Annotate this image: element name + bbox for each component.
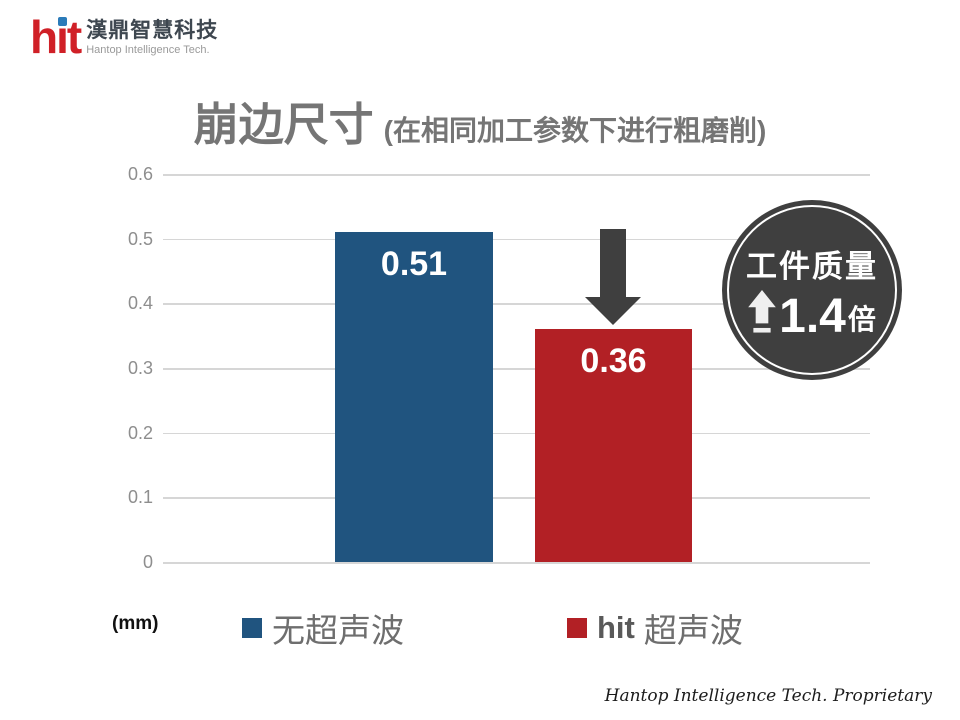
y-tick-label: 0 xyxy=(142,552,153,572)
y-tick-label: 0.4 xyxy=(127,293,153,314)
quality-badge: 工件质量 1.4 倍 xyxy=(722,200,902,380)
legend-item-no-ultrasonic: 无超声波 xyxy=(242,604,404,652)
gridline xyxy=(163,368,870,370)
increase-arrow-icon xyxy=(748,290,776,333)
badge-value: 1.4 xyxy=(779,290,846,343)
y-tick-label: 0.6 xyxy=(127,164,153,184)
decrease-arrow-icon xyxy=(585,229,641,325)
title-main: 崩边尺寸 xyxy=(193,99,374,150)
gridline xyxy=(163,497,870,499)
gridline xyxy=(163,562,870,564)
logo: hit 漢鼎智慧科技 Hantop Intelligence Tech. xyxy=(30,14,218,60)
gridline xyxy=(163,238,870,241)
footer-proprietary-note: Hantop Intelligence Tech. Proprietary xyxy=(604,686,932,706)
logo-brand-text: hit xyxy=(30,11,82,63)
bar-value-label: 0.51 xyxy=(380,245,448,284)
y-tick-label: 0.1 xyxy=(127,487,153,508)
logo-text-block: 漢鼎智慧科技 Hantop Intelligence Tech. xyxy=(86,19,218,56)
badge-title: 工件质量 xyxy=(746,249,878,284)
gridline xyxy=(163,432,870,435)
bar-value-label: 0.36 xyxy=(580,342,647,381)
gridline xyxy=(163,174,870,176)
axis-unit-label: (mm) xyxy=(112,613,159,634)
plot-area: 0.51 0.36 0.6 0.5 0.4 0.3 0.2 0.1 0 xyxy=(128,164,870,572)
y-tick-label: 0.5 xyxy=(127,228,153,249)
gridline xyxy=(163,303,870,305)
logo-company-name-cn: 漢鼎智慧科技 xyxy=(86,19,219,42)
legend-item-hit-ultrasonic: hit 超声波 xyxy=(567,604,743,652)
bar-no-ultrasonic: 0.51 xyxy=(335,232,493,562)
logo-hit-wordmark: hit xyxy=(30,11,82,63)
badge-value-suffix: 倍 xyxy=(847,304,876,335)
logo-company-name-en: Hantop Intelligence Tech. xyxy=(86,44,210,57)
legend-label: 超声波 xyxy=(643,612,743,649)
legend-label-prefix: hit xyxy=(597,610,635,645)
legend-swatch-red xyxy=(567,618,587,638)
legend-label: 无超声波 xyxy=(272,612,404,649)
legend: 无超声波 hit 超声波 xyxy=(0,604,960,649)
badge-value-row: 1.4 倍 xyxy=(748,290,876,341)
slide-title: 崩边尺寸 (在相同加工参数下进行粗磨削) xyxy=(0,88,960,153)
logo-i-dot-icon xyxy=(58,17,67,26)
bar-hit-ultrasonic: 0.36 xyxy=(535,329,692,562)
y-tick-label: 0.3 xyxy=(127,358,153,378)
legend-swatch-blue xyxy=(242,618,262,638)
title-subtitle: (在相同加工参数下进行粗磨削) xyxy=(383,115,767,146)
y-tick-label: 0.2 xyxy=(127,422,153,443)
